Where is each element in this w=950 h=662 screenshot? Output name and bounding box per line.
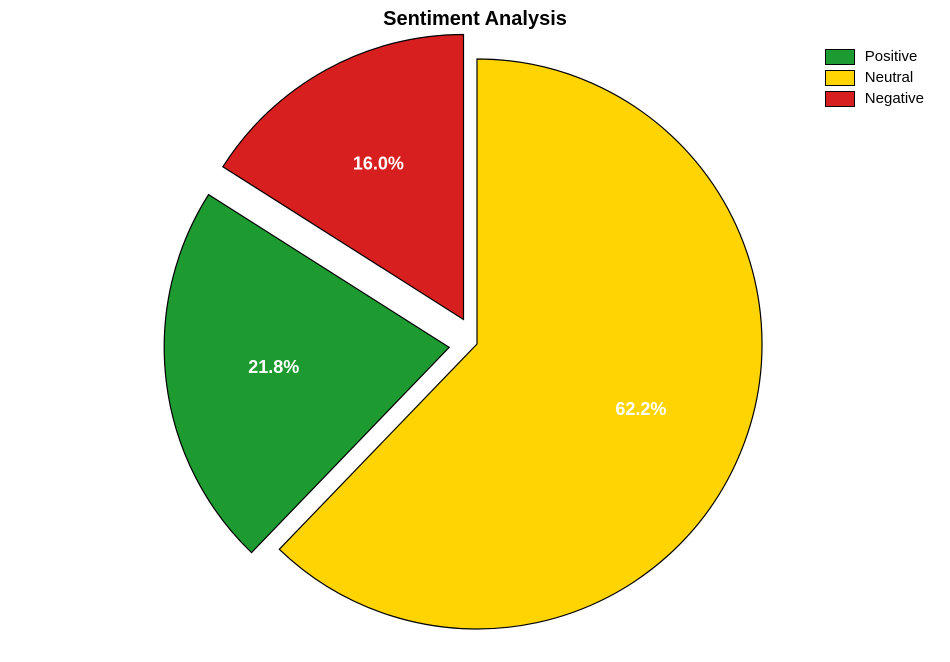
sentiment-pie-chart: Sentiment Analysis 62.2%21.8%16.0% Posit…: [0, 0, 950, 662]
legend-label-neutral: Neutral: [865, 69, 913, 86]
slice-label-negative: 16.0%: [353, 153, 404, 173]
legend-item-neutral: Neutral: [825, 69, 924, 86]
pie-svg: 62.2% 21.8% 16.0%: [0, 0, 950, 662]
legend-item-negative: Negative: [825, 90, 924, 107]
legend-label-negative: Negative: [865, 90, 924, 107]
slice-label-positive: 21.8%: [248, 357, 299, 377]
legend: Positive Neutral Negative: [825, 48, 924, 111]
legend-label-positive: Positive: [865, 48, 918, 65]
legend-item-positive: Positive: [825, 48, 924, 65]
legend-swatch-negative: [825, 91, 855, 107]
slice-label-neutral: 62.2%: [615, 399, 666, 419]
legend-swatch-neutral: [825, 70, 855, 86]
legend-swatch-positive: [825, 49, 855, 65]
